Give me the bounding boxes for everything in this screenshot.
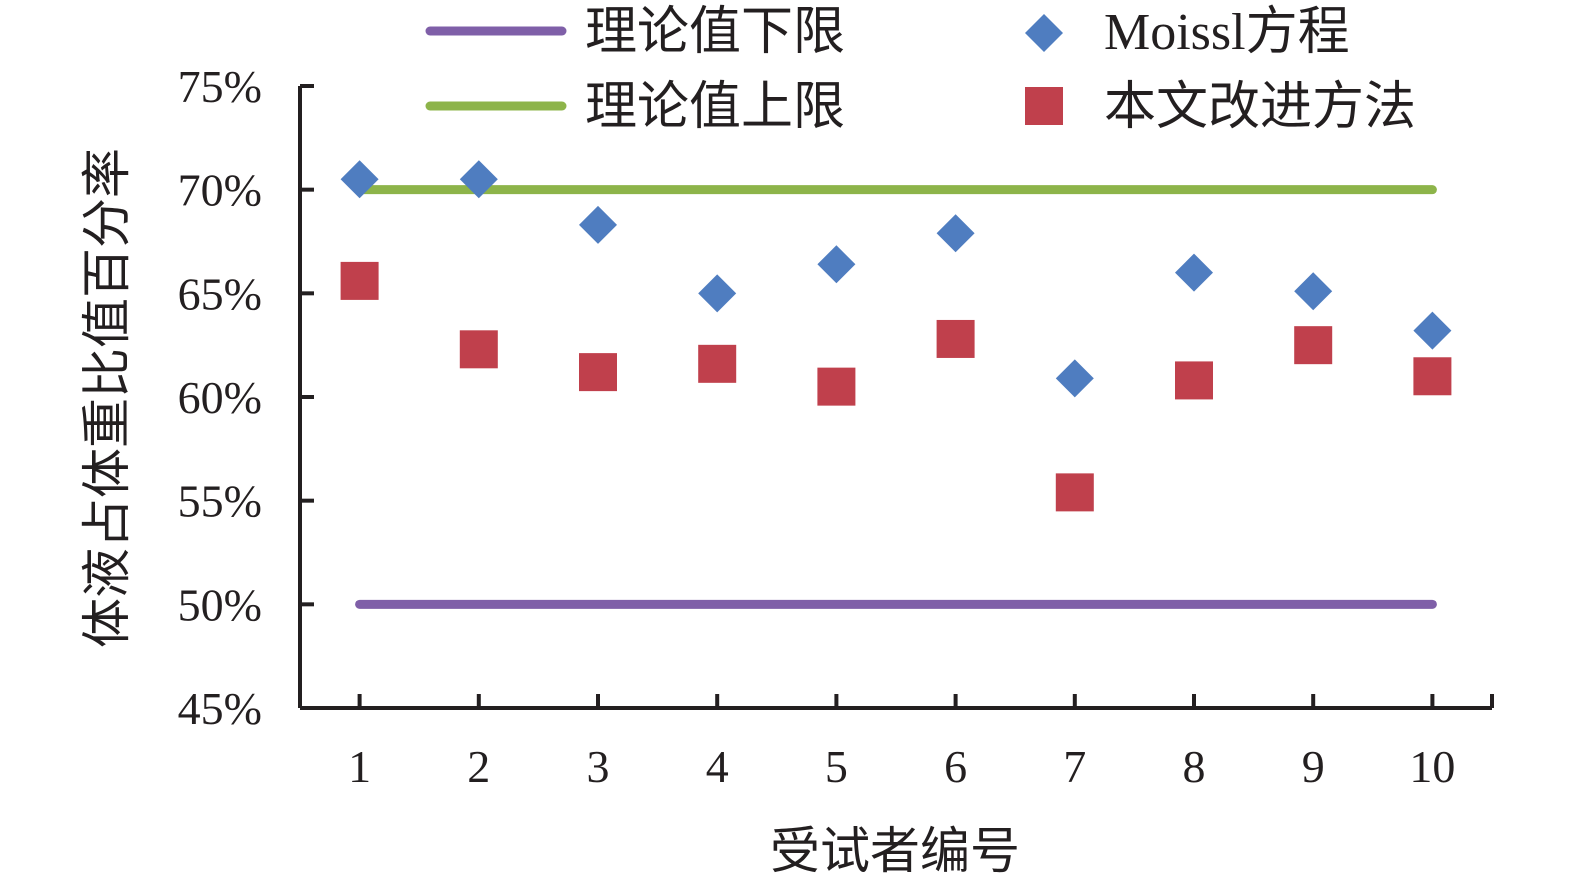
data-point-square (340, 261, 379, 300)
x-tick-label: 1 (348, 741, 371, 792)
y-tick-label: 65% (178, 268, 262, 319)
legend-label-upper-limit: 理论值上限 (585, 79, 845, 136)
y-tick-label: 75% (178, 61, 262, 112)
y-tick-label: 60% (178, 372, 262, 423)
y-tick-label: 70% (178, 165, 262, 216)
data-point-square (1294, 326, 1333, 365)
x-tick-label: 10 (1409, 741, 1455, 792)
data-point-diamond (817, 245, 856, 284)
data-point-square (579, 353, 617, 392)
legend: 理论值下限 理论值上限 Moissl方程 本文改进方法 (425, 4, 1416, 136)
x-tick-label: 2 (467, 741, 490, 792)
data-point-square (698, 344, 737, 383)
y-tick-label: 45% (178, 683, 262, 734)
data-point-diamond (1294, 272, 1333, 311)
y-axis-title: 体液占体重比值百分率 (79, 148, 135, 648)
x-tick-label: 4 (706, 741, 729, 792)
legend-swatch-moissl (1025, 14, 1063, 52)
x-tick-label: 3 (587, 741, 610, 792)
data-point-square (936, 319, 975, 358)
data-point-square (1055, 473, 1094, 512)
x-axis-title: 受试者编号 (770, 823, 1020, 879)
data-point-square (1175, 361, 1213, 400)
data-point-diamond (340, 160, 379, 199)
x-tick-label: 8 (1183, 741, 1206, 792)
x-tick-label: 6 (944, 741, 967, 792)
axes: 45% 50% 55% 60% 65% 70% 75% 1 2 3 4 5 6 7 8 9 10 (178, 61, 1494, 792)
series-2 (340, 160, 1452, 398)
data-point-diamond (1055, 359, 1094, 398)
x-tick-label: 5 (825, 741, 848, 792)
legend-swatch-improved-method (1025, 87, 1063, 125)
data-point-square (459, 330, 498, 369)
data-point-diamond (459, 160, 498, 199)
data-point-diamond (698, 274, 737, 313)
legend-label-improved-method: 本文改进方法 (1104, 79, 1416, 136)
data-point-square (817, 367, 856, 406)
data-point-diamond (1175, 253, 1213, 292)
data-point-diamond (579, 205, 617, 244)
data-point-diamond (1413, 311, 1452, 350)
series-layer (340, 160, 1452, 609)
legend-label-lower-limit: 理论值下限 (585, 4, 845, 61)
x-tick-label: 9 (1302, 741, 1325, 792)
y-tick-label: 55% (178, 476, 262, 527)
data-point-square (1413, 357, 1452, 396)
data-point-diamond (936, 214, 975, 253)
y-tick-label: 50% (178, 579, 262, 630)
series-3 (340, 261, 1452, 512)
legend-label-moissl: Moissl方程 (1104, 4, 1350, 61)
x-tick-label: 7 (1063, 741, 1086, 792)
y-axis-title-group: 体液占体重比值百分率 (79, 148, 135, 648)
